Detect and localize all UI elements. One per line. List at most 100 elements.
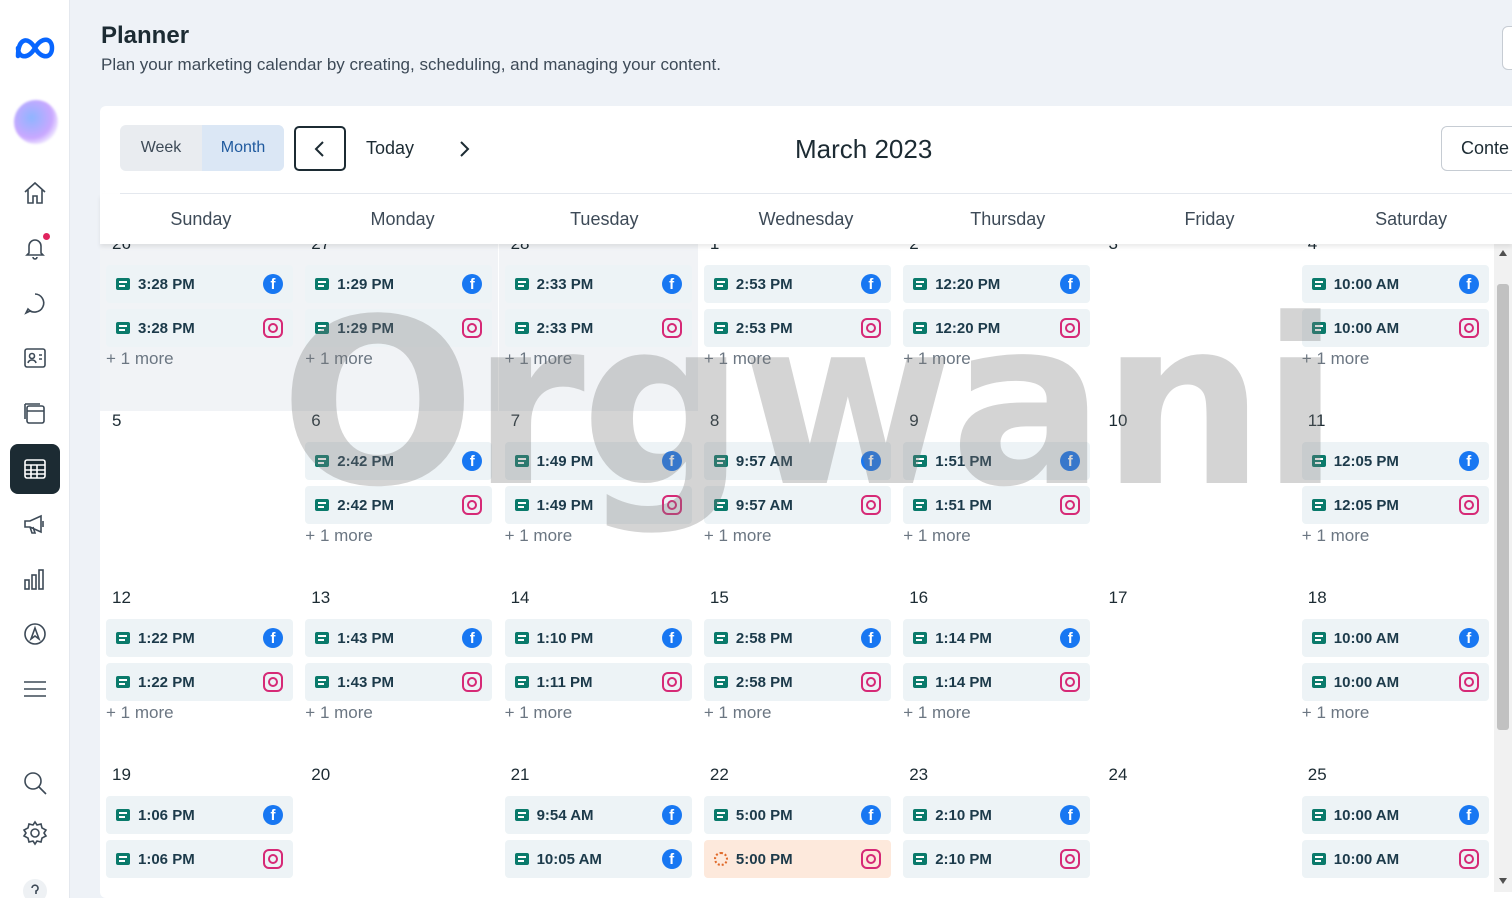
scheduled-post[interactable]: 10:00 AM [1301,840,1489,878]
more-posts-link[interactable]: + 1 more [1301,703,1370,722]
scheduled-post[interactable]: 3:28 PM f [106,265,293,303]
previous-month-button[interactable] [294,126,346,171]
scheduled-post[interactable]: 12:20 PM [903,309,1091,347]
scheduled-post[interactable]: 1:06 PM f [106,796,293,834]
scheduled-post[interactable]: 10:00 AM [1301,309,1489,347]
scheduled-post[interactable]: 9:57 AM f [703,442,891,480]
ads-icon[interactable] [10,499,60,549]
scroll-down-arrow[interactable] [1499,878,1507,884]
more-posts-link[interactable]: + 1 more [1301,349,1370,368]
day-cell[interactable]: 12 1:22 PM f 1:22 PM + 1 more [100,588,299,765]
day-cell[interactable]: 20 [299,765,498,898]
day-cell[interactable]: 8 9:57 AM f 9:57 AM + 1 more [698,411,897,588]
day-cell[interactable]: 18 10:00 AM f 10:00 AM + 1 more [1296,588,1495,765]
avatar[interactable] [14,100,58,144]
more-posts-link[interactable]: + 1 more [504,526,573,545]
day-cell[interactable]: 7 1:49 PM f 1:49 PM + 1 more [499,411,698,588]
settings-icon[interactable] [10,808,60,858]
scrollbar[interactable] [1494,244,1512,892]
scheduled-post[interactable]: 1:43 PM f [305,619,493,657]
scheduled-post[interactable]: 5:00 PM f [703,796,891,834]
more-posts-link[interactable]: + 1 more [504,703,573,722]
more-posts-link[interactable]: + 1 more [903,526,971,545]
more-posts-link[interactable]: + 1 more [305,703,373,722]
day-cell[interactable]: 4 10:00 AM f 10:00 AM + 1 more [1296,244,1495,411]
header-action-button[interactable] [1502,26,1512,70]
day-cell[interactable]: 13 1:43 PM f 1:43 PM + 1 more [299,588,498,765]
contacts-icon[interactable] [10,333,60,383]
search-icon[interactable] [10,758,60,808]
scheduled-post[interactable]: 2:42 PM f [305,442,493,480]
more-posts-link[interactable]: + 1 more [106,349,174,368]
day-cell[interactable]: 2 12:20 PM f 12:20 PM + 1 more [897,244,1096,411]
scheduled-post[interactable]: 2:10 PM [903,840,1091,878]
scheduled-post[interactable]: 1:06 PM [106,840,293,878]
scheduled-post[interactable]: 1:49 PM f [504,442,692,480]
scheduled-post[interactable]: 2:58 PM f [703,619,891,657]
day-cell[interactable]: 26 3:28 PM f 3:28 PM + 1 more [100,244,299,411]
scheduled-post[interactable]: 1:43 PM [305,663,493,701]
help-icon[interactable] [10,862,60,898]
day-cell[interactable]: 23 2:10 PM f 2:10 PM [897,765,1096,898]
scheduled-post[interactable]: 1:10 PM f [504,619,692,657]
day-cell[interactable]: 15 2:58 PM f 2:58 PM + 1 more [698,588,897,765]
today-button[interactable]: Today [366,138,415,158]
more-posts-link[interactable]: + 1 more [703,703,772,722]
more-posts-link[interactable]: + 1 more [703,349,772,368]
scheduled-post[interactable]: 1:22 PM f [106,619,293,657]
day-cell[interactable]: 19 1:06 PM f 1:06 PM [100,765,299,898]
scheduled-post[interactable]: 1:49 PM [504,486,692,524]
week-view-button[interactable]: Week [140,139,182,156]
scheduled-post[interactable]: 12:05 PM [1301,486,1489,524]
day-cell[interactable]: 25 10:00 AM f 10:00 AM [1296,765,1495,898]
scheduled-post[interactable]: 12:20 PM f [903,265,1091,303]
notifications-icon[interactable] [10,223,60,273]
scheduled-post[interactable]: 9:57 AM [703,486,891,524]
scheduled-post[interactable]: 10:00 AM [1301,663,1489,701]
insights-icon[interactable] [10,554,60,604]
content-dropdown[interactable]: Conte [1441,126,1512,171]
scheduled-post[interactable]: 2:53 PM [703,309,891,347]
home-icon[interactable] [10,168,60,218]
day-cell[interactable]: 28 2:33 PM f 2:33 PM + 1 more [498,244,698,411]
day-cell[interactable]: 6 2:42 PM f 2:42 PM + 1 more [299,411,498,588]
scheduled-post[interactable]: 1:11 PM [504,663,692,701]
more-posts-link[interactable]: + 1 more [703,526,772,545]
scheduled-post[interactable]: 3:28 PM [106,309,293,347]
more-posts-link[interactable]: + 1 more [106,703,174,722]
day-cell[interactable]: 3 [1097,244,1296,411]
more-posts-link[interactable]: + 1 more [504,349,573,368]
scheduled-post[interactable]: 1:29 PM [305,309,493,347]
scheduled-post[interactable]: 1:51 PM f [903,442,1091,480]
scroll-thumb[interactable] [1497,284,1509,730]
scheduled-post[interactable]: 2:42 PM [305,486,493,524]
day-cell[interactable]: 22 5:00 PM f 5:00 PM [698,765,897,898]
day-cell[interactable]: 5 [100,411,299,588]
day-cell[interactable]: 27 1:29 PM f 1:29 PM + 1 more [299,244,499,411]
day-cell[interactable]: 24 [1097,765,1296,898]
scheduled-post[interactable]: 2:53 PM f [703,265,891,303]
more-posts-link[interactable]: + 1 more [903,349,971,368]
scheduled-post[interactable]: 1:29 PM f [305,265,493,303]
scheduled-post[interactable]: 10:00 AM f [1301,619,1489,657]
more-posts-link[interactable]: + 1 more [1301,526,1370,545]
more-posts-link[interactable]: + 1 more [903,703,971,722]
chat-icon[interactable] [10,278,60,328]
scheduled-post[interactable]: 12:05 PM f [1301,442,1489,480]
day-cell[interactable]: 17 [1097,588,1296,765]
content-icon[interactable] [10,388,60,438]
scheduled-post[interactable]: 1:22 PM [106,663,293,701]
day-cell[interactable]: 21 9:54 AM f 10:05 AM f [499,765,698,898]
more-posts-link[interactable]: + 1 more [305,526,373,545]
scheduled-post[interactable]: 1:14 PM [903,663,1091,701]
scheduled-post[interactable]: 10:00 AM f [1301,265,1489,303]
scheduled-post[interactable]: 5:00 PM [703,840,891,878]
month-view-button[interactable]: Month [202,125,284,171]
scroll-up-arrow[interactable] [1499,250,1507,256]
scheduled-post[interactable]: 10:05 AM f [504,840,692,878]
compass-icon[interactable] [10,609,60,659]
scheduled-post[interactable]: 2:33 PM f [504,265,692,303]
menu-icon[interactable] [10,664,60,714]
more-posts-link[interactable]: + 1 more [305,349,373,368]
meta-logo[interactable] [12,28,58,68]
